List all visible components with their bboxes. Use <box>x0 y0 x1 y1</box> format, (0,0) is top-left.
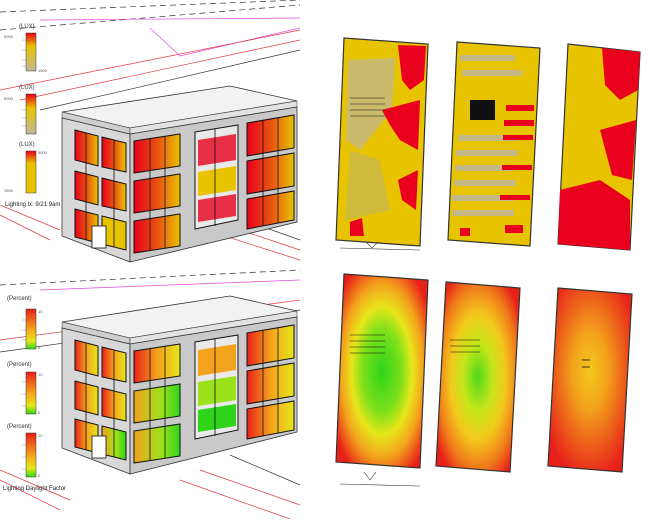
df-legend-2-max: 10 <box>38 372 43 377</box>
lux-legend-1-min: 1500 <box>38 68 47 73</box>
lux-legend-3 <box>25 150 37 194</box>
plan-lux-floor-1 <box>335 37 429 247</box>
building-model-df <box>61 295 298 475</box>
df-caption: Lighting Daylight Factor <box>3 486 67 492</box>
df-legend-1 <box>22 308 37 350</box>
df-legend-3-unit: (Percent) <box>7 424 32 430</box>
df-legend-1-unit: (Percent) <box>7 296 32 302</box>
plan-lux-floor-3 <box>557 43 641 251</box>
df-legend-2-unit: (Percent) <box>7 362 32 368</box>
df-legend-3-max: 10 <box>38 433 43 438</box>
lux-legend-2-max: 5000 <box>4 96 13 101</box>
plan-entrance-marks <box>339 241 421 487</box>
lux-caption: Lighting lx: 9/21 9am <box>5 202 61 208</box>
df-legend-3-min: 0 <box>38 473 41 478</box>
lux-legend-1-unit: (LUX) <box>19 24 35 30</box>
df-legend-1-max: 10 <box>38 309 43 314</box>
lux-legend-1-max: 5000 <box>4 34 13 39</box>
df-legend-3 <box>22 432 37 478</box>
plan-df-floor-1 <box>335 273 429 469</box>
lux-legend-3-max: 5000 <box>38 150 47 155</box>
plan-df-floor-3 <box>547 287 633 473</box>
df-legend-2-min: 0 <box>38 410 41 415</box>
df-legend-2 <box>22 371 37 415</box>
plan-lux-floor-2 <box>447 41 541 247</box>
lux-legend-3-unit: (LUX) <box>19 142 35 148</box>
plan-df-floor-2 <box>435 281 521 473</box>
df-legend-1-min: 0 <box>38 345 41 350</box>
lux-legend-3-min: 1500 <box>4 188 13 193</box>
lux-legend-2-unit: (LUX) <box>19 85 35 91</box>
lux-legend-1 <box>22 32 37 72</box>
lux-legend-2 <box>22 93 37 135</box>
building-model-lux <box>61 85 298 263</box>
